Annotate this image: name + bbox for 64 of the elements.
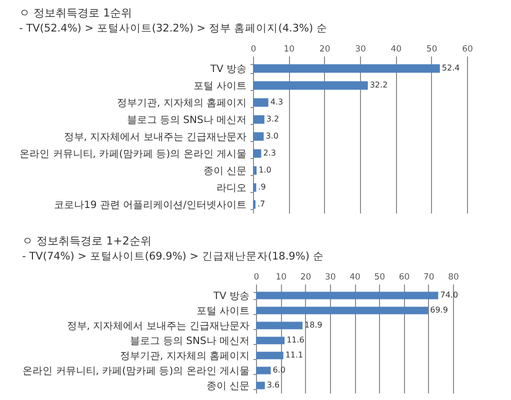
y-tick-label: TV 방송 xyxy=(212,291,250,302)
bar xyxy=(253,183,256,192)
data-label: 32.2 xyxy=(370,80,388,90)
data-label: 3.6 xyxy=(266,380,280,390)
bar xyxy=(253,132,264,141)
y-tick-label: 정부, 지자체에서 보내주는 긴급재난문자 xyxy=(64,132,246,143)
data-label: .9 xyxy=(258,182,266,192)
bar xyxy=(256,306,428,314)
data-label: .7 xyxy=(257,200,266,208)
data-label: 3.0 xyxy=(266,132,278,140)
chart-subtitle: - TV(52.4%) > 포털사이트(32.2%) > 정부 홈페이지(4.3%) 순 xyxy=(19,22,328,34)
bar xyxy=(253,149,262,158)
y-tick-label: 포털 사이트 xyxy=(196,306,250,317)
y-tick-label: 온라인 커뮤니티, 카페(맘카페 등)의 온라인 게시물 xyxy=(20,149,246,160)
x-tick-label: 50 xyxy=(426,44,438,54)
bar xyxy=(253,81,368,90)
y-tick-label: 포털 사이트 xyxy=(193,81,246,92)
x-tick-label: 50 xyxy=(374,272,386,282)
x-tick-label: 10 xyxy=(284,44,295,54)
data-label: 4.3 xyxy=(270,98,284,106)
x-tick-label: 10 xyxy=(276,272,287,282)
bar xyxy=(253,166,257,175)
bar xyxy=(253,98,268,107)
x-tick-label: 70 xyxy=(423,272,434,282)
data-label: 11.1 xyxy=(285,350,304,360)
bar xyxy=(256,382,265,390)
text: ㅇ 정보취득경로 1순위 xyxy=(19,6,132,20)
bar xyxy=(256,352,284,360)
y-tick-label: 블로그 등의 SNS나 메신저 xyxy=(126,115,246,126)
x-tick-label: 60 xyxy=(462,44,473,54)
chart-subtitle: - TV(74%) > 포털사이트(69.9%) > 긴급재난문자(18.9%) 순 xyxy=(22,250,324,262)
text: ㅇ 정보취득경로 1+2순위 xyxy=(22,234,152,248)
y-tick-label: 종이 신문 xyxy=(206,381,250,392)
x-tick-label: 20 xyxy=(300,272,312,282)
bar xyxy=(256,366,271,374)
data-label: 1.0 xyxy=(258,166,272,174)
x-tick-label: 0 xyxy=(250,44,256,54)
y-tick-label: TV 방송 xyxy=(209,64,246,75)
x-tick-label: 60 xyxy=(398,272,410,282)
y-tick-label: 블로그 등의 SNS나 메신저 xyxy=(130,336,250,347)
x-tick-label: 0 xyxy=(254,272,260,282)
data-label: 52.4 xyxy=(442,64,460,72)
y-tick-label: 정부기관, 지자체의 홈페이지 xyxy=(116,98,246,109)
x-tick-label: 40 xyxy=(350,272,360,282)
data-label: 69.9 xyxy=(430,306,448,314)
x-tick-label: 20 xyxy=(319,44,330,54)
data-label: 11.6 xyxy=(286,336,304,344)
x-tick-label: 30 xyxy=(324,272,336,282)
x-tick-label: 80 xyxy=(448,272,459,282)
y-tick-label: 정부기관, 지자체의 홈페이지 xyxy=(120,351,250,362)
y-tick-label: 온라인 커뮤니티, 카페(맘카페 등)의 온라인 게시물 xyxy=(22,366,250,377)
data-label: 3.2 xyxy=(266,114,280,124)
x-tick-label: 40 xyxy=(390,44,402,54)
bar xyxy=(256,322,303,330)
y-tick-label: 종이 신문 xyxy=(203,166,246,177)
bar xyxy=(256,292,438,300)
y-tick-label: 라디오 xyxy=(216,183,246,194)
bar xyxy=(256,336,285,344)
bar xyxy=(253,64,440,73)
x-tick-label: 30 xyxy=(355,44,366,54)
y-tick-label: 코로나19 관련 어플리케이션/인터넷사이트 xyxy=(54,200,246,211)
y-tick-label: 정부, 지자체에서 보내주는 긴급재난문자 xyxy=(66,321,250,332)
data-label: 2.3 xyxy=(263,148,276,158)
bar xyxy=(253,115,264,124)
